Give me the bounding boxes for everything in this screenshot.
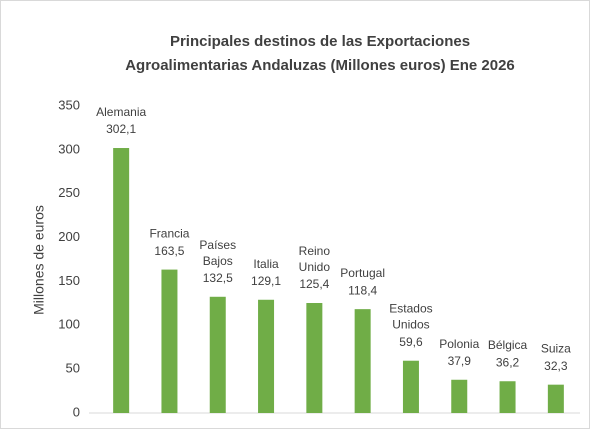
bar	[209, 296, 226, 413]
bar	[113, 148, 130, 413]
category-label: Reino Unido	[299, 244, 331, 274]
category-label: Portugal	[340, 266, 385, 280]
chart-title: Principales destinos de las Exportacione…	[170, 33, 470, 50]
data-label: 37,9	[448, 354, 472, 368]
bar	[451, 379, 468, 413]
data-label: 129,1	[251, 274, 281, 288]
y-tick-label: 200	[58, 229, 80, 244]
data-label: 32,3	[544, 359, 568, 373]
y-tick-label: 250	[58, 185, 80, 200]
category-label: Polonia	[439, 337, 479, 351]
category-label: Suiza	[541, 342, 571, 356]
y-tick-label: 300	[58, 141, 80, 156]
data-label: 36,2	[496, 355, 520, 369]
data-label: 132,5	[203, 271, 233, 285]
data-label: 125,4	[299, 277, 329, 291]
data-label: 302,1	[106, 122, 136, 136]
bar	[306, 303, 323, 413]
category-label: Italia	[253, 257, 279, 271]
y-tick-label: 150	[58, 273, 80, 288]
data-label: 163,5	[154, 244, 184, 258]
bar	[354, 309, 371, 413]
data-label: 59,6	[399, 335, 423, 349]
data-label: 118,4	[348, 283, 377, 297]
y-tick-label: 100	[58, 317, 80, 332]
y-axis-label: Millones de euros	[31, 205, 47, 315]
category-label: Estados Unidos	[389, 302, 432, 332]
category-label: Alemania	[96, 105, 146, 119]
y-tick-label: 50	[66, 361, 80, 376]
category-label: Francia	[149, 227, 189, 241]
bar	[402, 360, 419, 413]
bar	[161, 269, 178, 413]
category-label: Países Bajos	[199, 238, 236, 268]
y-tick-label: 0	[73, 404, 80, 419]
bar	[258, 299, 275, 413]
bar	[547, 384, 564, 413]
chart-title: Agroalimentarias Andaluzas (Millones eur…	[125, 57, 515, 74]
y-tick-label: 350	[58, 97, 80, 112]
category-label: Bélgica	[488, 338, 528, 352]
bar	[499, 381, 516, 413]
